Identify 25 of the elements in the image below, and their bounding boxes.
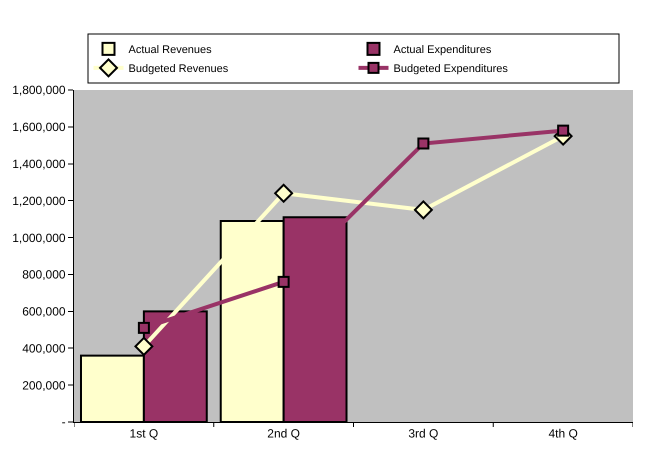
y-tick-label: 1,400,000 [12,156,66,171]
x-tick-label: 1st Q [130,426,158,440]
y-tick-label: 800,000 [22,268,66,282]
legend-label: Actual Revenues [128,44,212,56]
y-tick-label: 400,000 [22,341,66,356]
y-tick-label: 1,800,000 [12,83,66,98]
legend-label: Actual Expenditures [394,44,492,56]
x-tick-label: 4th Q [548,426,578,440]
point [134,336,154,356]
point [417,137,430,150]
point [414,200,433,220]
x-tick-label: 3rd Q [408,426,438,440]
y-tick-label: 1,600,000 [12,120,66,134]
x-tick-label: 2nd Q [267,426,300,440]
legend-label: Budgeted Expenditures [394,63,508,76]
y-tick-label: 600,000 [22,304,66,319]
point [274,184,294,203]
y-tick-label: 1,200,000 [12,194,66,208]
y-tick-label: - [62,415,66,430]
point [138,322,150,334]
point [278,276,290,288]
y-tick-label: 1,000,000 [12,230,66,245]
y-tick-label: 200,000 [22,378,66,392]
point [557,124,570,137]
legend-label: Budgeted Revenues [128,63,229,76]
